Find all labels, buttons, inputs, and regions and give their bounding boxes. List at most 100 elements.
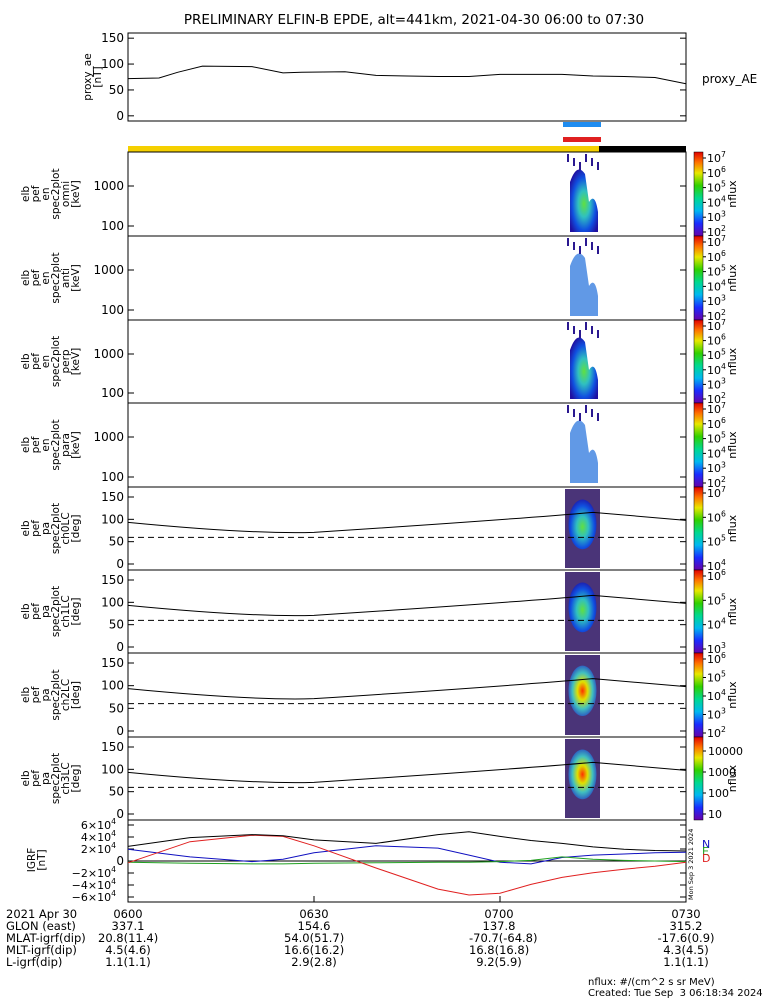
colorbar-tick-label: 10000 (708, 745, 743, 758)
ephemeris-cell: 20.8(11.4) (98, 931, 159, 945)
ylabel-line: [keV] (70, 264, 82, 292)
ylabel-line: pef (30, 603, 42, 620)
night-bar (599, 146, 686, 152)
series-label: proxy_AE (702, 72, 757, 86)
colorbar-tick-label: 106 (707, 416, 726, 431)
proxy-ae-line (127, 65, 687, 85)
colorbar-label: nflux (726, 597, 739, 625)
colorbar-ch3LC (693, 736, 704, 821)
units-note: nflux: #/(cm^2 s sr MeV) (588, 977, 715, 988)
ylabel-line: elb (20, 437, 32, 453)
igrf-series-E (127, 856, 687, 865)
panel-frame-para (127, 402, 687, 488)
colorbar-tick-label: 104 (707, 617, 726, 632)
panel-frame-ch2LC (127, 652, 687, 738)
ytick-label: 1000 (93, 179, 124, 193)
spectrogram-pixel (573, 242, 575, 250)
colorbar-tick-label: 105 (707, 347, 726, 362)
ytick-label: 100 (101, 512, 124, 526)
colorbar-tick-label: 103 (707, 641, 726, 656)
proxy-ae-ylabel: proxy_ae[nT] (82, 53, 104, 100)
panel-frame-perp (127, 319, 687, 404)
colorbar-tick-label: 1000 (708, 766, 736, 779)
colorbar-tick-label: 102 (707, 391, 726, 406)
colorbar-tick-label: 106 (707, 651, 726, 666)
ephemeris-cell: 16.6(16.2) (284, 943, 345, 957)
colorbar-tick-label: 105 (707, 264, 726, 279)
x-axis-tick-label: 0700 (484, 907, 514, 921)
colorbar-perp (693, 319, 704, 404)
ylabel-line: ch0LC (60, 512, 72, 544)
ylabel-line: pef (30, 686, 42, 703)
loss-cone-line (127, 594, 687, 617)
ytick-label: 100 (101, 595, 124, 609)
science-zone-bar (128, 146, 599, 152)
spectrogram-burst (570, 169, 598, 232)
x-axis-tick-label: 0730 (671, 907, 701, 921)
ytick-label: 1000 (93, 347, 124, 361)
ylabel-line: [deg] (70, 515, 82, 543)
spectrogram-pixel (579, 413, 581, 421)
colorbar-tick-label: 104 (707, 688, 726, 703)
colorbar-tick-label: 107 (707, 401, 726, 416)
pitch-angle-burst-core (568, 582, 597, 633)
colorbar-tick-label: 104 (707, 194, 726, 209)
igrf-series-N (127, 845, 687, 865)
ylabel-line: [keV] (70, 180, 82, 208)
ylabel-line: [nT] (92, 66, 104, 87)
ylabel-line: pef (30, 520, 42, 537)
created-note: Created: Tue Sep 3 06:18:34 2024 (588, 988, 763, 999)
ytick-label: 0 (116, 109, 124, 123)
ephemeris-row-label: 2021 Apr 30 (6, 907, 78, 921)
ylabel-line: pef (30, 770, 42, 787)
colorbar-tick-label: 102 (707, 224, 726, 239)
colorbar-tick-label: 107 (707, 318, 726, 333)
ylabel-line: elb (20, 687, 32, 703)
ylabel-line: spec2plot (50, 252, 62, 303)
igrf-legend-D: D (702, 852, 710, 865)
colorbar-tick-label: 105 (707, 431, 726, 446)
ytick-label: 0 (116, 807, 124, 821)
ephemeris-cell: -17.6(0.9) (657, 931, 715, 945)
spectrogram-pixel (597, 413, 599, 421)
ytick-label: 100 (101, 762, 124, 776)
colorbar-ch2LC (693, 652, 704, 738)
ephemeris-row-label: MLAT-igrf(dip) (6, 931, 86, 945)
ytick-label: 100 (101, 470, 124, 484)
ylabel-line: ch3LC (60, 762, 72, 794)
ylabel-line: spec2plot (50, 669, 62, 720)
colorbar-tick-label: 10 (708, 808, 722, 821)
ytick-label: 0 (116, 557, 124, 571)
ylabel-line: pef (30, 353, 42, 370)
ytick-label: 150 (101, 31, 124, 45)
igrf-legend-E: E (702, 845, 709, 858)
proxy-ae-frame (127, 32, 687, 122)
ephemeris-row-label: GLON (east) (6, 919, 76, 933)
ylabel-line: elb (20, 603, 32, 619)
ylabel-line: [keV] (70, 431, 82, 459)
ephemeris-cell: 154.6 (297, 919, 331, 933)
ephemeris-row-label: L-igrf(dip) (6, 955, 63, 969)
colorbar-tick-label: 105 (707, 592, 726, 607)
colorbar-tick-label: 106 (707, 509, 726, 524)
colorbar-label: nflux (726, 264, 739, 292)
ylabel-line: omni (60, 181, 72, 207)
spectrogram-pixel (585, 405, 587, 413)
x-axis-tick-label: 0600 (113, 907, 143, 921)
colorbar-tick-label: 103 (707, 293, 726, 308)
colorbar-tick-label: 107 (707, 150, 726, 165)
spectrogram-pixel (567, 238, 569, 246)
ephemeris-cell: 4.3(4.5) (663, 943, 709, 957)
colorbar-tick-label: 104 (707, 445, 726, 460)
ytick-label: 50 (109, 83, 124, 97)
x-axis-tick-label: 0630 (299, 907, 329, 921)
spectrogram-pixel (597, 330, 599, 338)
colorbar-tick-label: 106 (707, 165, 726, 180)
spectrogram-pixel (591, 326, 593, 334)
